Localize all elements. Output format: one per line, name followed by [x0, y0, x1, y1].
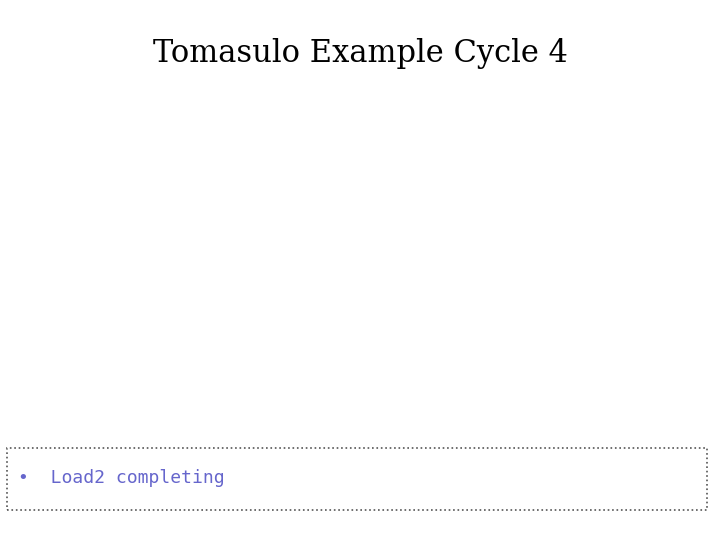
- Text: Tomasulo Example Cycle 4: Tomasulo Example Cycle 4: [153, 38, 567, 69]
- FancyBboxPatch shape: [7, 448, 707, 510]
- Text: •  Load2 completing: • Load2 completing: [18, 469, 225, 487]
